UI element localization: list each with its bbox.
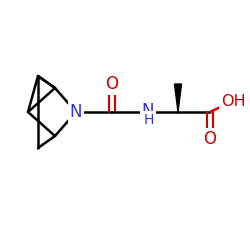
Text: OH: OH — [221, 94, 245, 108]
Text: O: O — [106, 75, 118, 93]
Text: N: N — [70, 103, 82, 121]
Text: O: O — [204, 130, 216, 148]
Text: N: N — [142, 102, 154, 120]
Text: H: H — [144, 113, 154, 127]
Polygon shape — [174, 84, 182, 112]
